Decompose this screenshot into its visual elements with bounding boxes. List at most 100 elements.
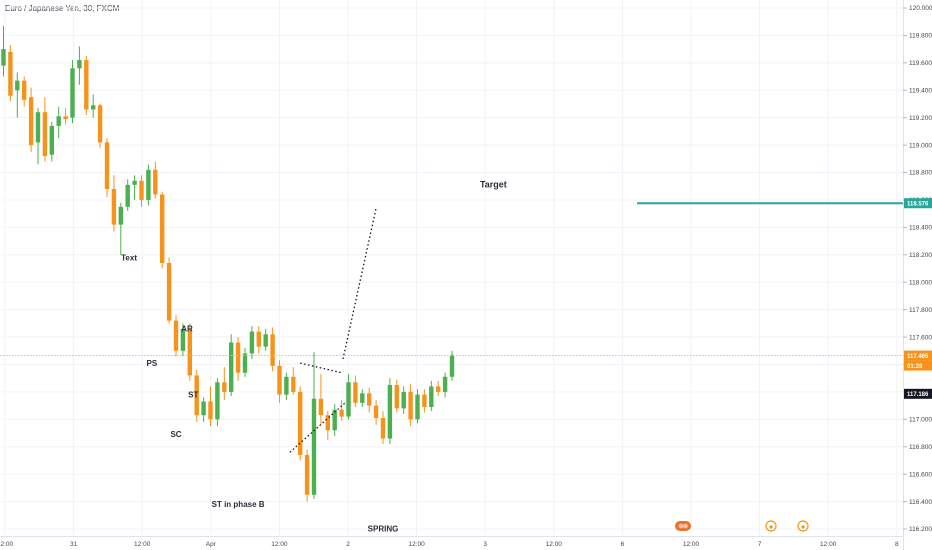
candle-body [1, 49, 6, 66]
y-tick-label: 119.200 [909, 115, 932, 122]
y-tick-label: 116.800 [909, 444, 932, 451]
candle-body [291, 376, 296, 392]
trendline[interactable] [342, 208, 377, 360]
y-tick-label: 119.600 [909, 60, 932, 67]
candle-body [173, 320, 179, 351]
x-tick-label: Apr [206, 541, 217, 548]
price-labels: 118.576 117.465 01:28 117.186 [904, 198, 932, 399]
candle-body [318, 398, 324, 416]
candle-body [91, 105, 96, 110]
candle-body [387, 385, 393, 439]
x-tick-label: 12:00 [134, 541, 151, 548]
candles [1, 25, 455, 502]
candle-body [229, 342, 234, 392]
x-tick-label: 8 [895, 541, 899, 548]
level-price-label: 117.186 [907, 392, 929, 398]
y-tick-label: 119.000 [909, 142, 932, 149]
y-tick-label: 117.800 [909, 307, 932, 314]
candle-body [332, 409, 337, 431]
candle-body [215, 382, 220, 420]
annotation-label: ST in phase B [212, 500, 265, 509]
candle-body [49, 125, 54, 155]
grid [2, 0, 903, 536]
event-badge-1-dot [769, 525, 773, 529]
trendline[interactable] [300, 362, 342, 374]
y-tick-label: 119.400 [909, 87, 932, 94]
candle-body [408, 391, 413, 420]
target-price-label-bg [904, 198, 932, 209]
x-tick-label: 12:00 [271, 541, 288, 548]
y-tick-label: 116.400 [909, 499, 932, 506]
candle-body [166, 263, 172, 321]
candle-body [235, 342, 241, 373]
candle-body [353, 382, 358, 403]
annotation-label: ST [188, 390, 198, 399]
candle-body [442, 376, 448, 392]
candle-body [256, 331, 261, 347]
overlays: Target Text PS AR ST SC ST in phase B SPRING [0, 180, 903, 534]
annotation-label: AR [181, 325, 193, 334]
candle-body [153, 169, 158, 195]
candle-body [118, 206, 123, 225]
candle-body [311, 398, 317, 495]
candle-body [249, 331, 255, 354]
y-tick-label: 118.000 [909, 279, 932, 286]
event-badges[interactable] [675, 520, 809, 532]
candle-body [8, 51, 13, 96]
x-tick-label: 31 [70, 541, 78, 548]
candle-body [63, 116, 68, 120]
countdown-label: 01:28 [907, 364, 923, 370]
candle-body [277, 365, 282, 395]
x-tick-label: 2 [346, 541, 350, 548]
candle-body [97, 105, 103, 143]
candle-body [422, 394, 427, 407]
candle-body [415, 394, 420, 420]
candle-body [84, 60, 89, 110]
candle-body [15, 80, 20, 91]
time-axis[interactable]: 12:00 31 12:00 Apr 12:00 2 12:00 3 12:00 6 12:00 7 1… [0, 541, 899, 548]
event-badge-2-dot [801, 525, 805, 529]
y-tick-label: 120.000 [909, 5, 932, 12]
candle-body [325, 415, 330, 431]
annotation-label: SC [170, 430, 181, 439]
price-axis[interactable]: 120.000 119.800 119.600 119.400 119.200 119.0… [903, 5, 932, 533]
y-tick-label: 117.600 [909, 334, 932, 341]
candle-body [194, 375, 199, 416]
candle-body [42, 112, 48, 157]
annotation-label: PS [147, 359, 158, 368]
candle-body [346, 382, 351, 417]
target-price-label: 118.576 [907, 202, 929, 208]
level-price-label-bg [904, 388, 932, 399]
candle-body [394, 385, 399, 409]
candle-body [304, 454, 310, 495]
x-tick-label: 3 [483, 541, 487, 548]
candle-body [187, 328, 192, 376]
last-price-label-bg [904, 350, 932, 361]
candle-body [222, 382, 227, 392]
y-tick-label: 116.600 [909, 471, 932, 478]
y-tick-label: 116.200 [909, 526, 932, 533]
candle-body [270, 334, 275, 366]
candle-body [367, 393, 372, 406]
y-tick-label: 119.800 [909, 33, 932, 40]
x-tick-label: 7 [758, 541, 762, 548]
candle-body [436, 386, 441, 392]
trendline[interactable] [289, 402, 346, 453]
candle-body [56, 116, 61, 126]
x-tick-label: 12:00 [683, 541, 700, 548]
candle-body [104, 142, 110, 189]
annotation-label: Target [480, 180, 507, 190]
y-tick-label: 117.000 [909, 417, 932, 424]
candle-body [35, 112, 41, 143]
candle-body [132, 180, 137, 185]
candle-body [180, 328, 186, 351]
candle-body [284, 376, 289, 395]
x-tick-label: 12:00 [820, 541, 837, 548]
candle-body [242, 353, 248, 373]
candle-body [449, 354, 455, 377]
candle-body [263, 334, 268, 347]
x-tick-label: 12:00 [0, 541, 14, 548]
annotation-label: SPRING [368, 525, 399, 534]
x-tick-label: 12:00 [546, 541, 563, 548]
